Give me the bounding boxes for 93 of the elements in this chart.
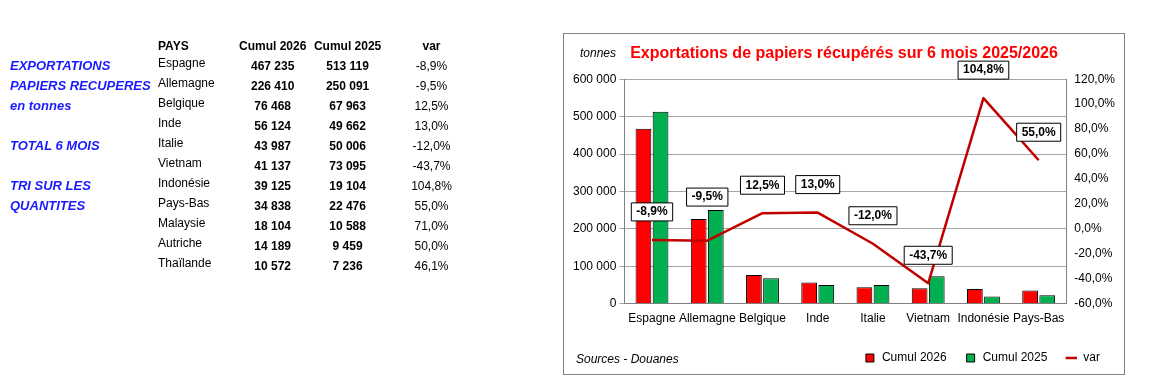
data-label: 46,1% <box>413 258 450 275</box>
data-label: 50,0% <box>413 238 450 255</box>
data-label: 14 189 <box>253 238 292 255</box>
category-label: Inde <box>158 116 183 132</box>
category-label: Thaïlande <box>158 256 213 272</box>
text: TOTAL 6 MOIS <box>10 138 100 153</box>
y2-tick-label: 80,0% <box>1074 121 1109 136</box>
category-label: Vietnam <box>158 156 203 172</box>
data-label: -43,7% <box>411 158 452 175</box>
data-label: 13,0% <box>800 176 836 191</box>
data-label: 41 137 <box>253 158 292 175</box>
chart-title: Exportations de papiers récupérés sur 6 mois 2025/2026 <box>630 44 1058 62</box>
y-tick-label: 100 000 <box>572 258 617 273</box>
text: TRI SUR LES <box>10 178 91 193</box>
source-note: Sources - Douanes <box>576 352 679 367</box>
text: EXPORTATIONS <box>10 58 111 73</box>
data-label: 104,8% <box>963 62 1005 77</box>
data-label: 22 476 <box>328 198 367 215</box>
data-label: -9,5% <box>414 78 449 95</box>
category-label: Italie <box>158 136 185 152</box>
category-label: Malaysie <box>158 216 207 232</box>
y-tick-label: 300 000 <box>572 183 617 198</box>
data-label: 76 468 <box>253 98 292 115</box>
data-label: 513 119 <box>325 58 370 75</box>
y2-tick-label: -60,0% <box>1074 295 1113 310</box>
x-tick-label: Indonésie <box>957 311 1010 326</box>
category-label: Allemagne <box>158 76 216 92</box>
data-label: 55,0% <box>1021 124 1057 139</box>
data-label: 67 963 <box>328 98 367 115</box>
data-label: 104,8% <box>410 178 453 195</box>
y-tick-label: 200 000 <box>572 221 617 236</box>
x-tick-label: Allemagne <box>678 311 736 326</box>
y2-tick-label: 20,0% <box>1074 196 1109 211</box>
data-label: 55,0% <box>413 198 450 215</box>
y-axis-title: tonnes <box>580 46 617 61</box>
data-label: 7 236 <box>331 258 364 275</box>
data-label: -12,0% <box>853 208 893 223</box>
data-label: -8,9% <box>636 204 668 219</box>
data-label: 10 572 <box>253 258 292 275</box>
y-tick-label: 400 000 <box>572 146 617 161</box>
data-label: 34 838 <box>253 198 292 215</box>
y2-tick-label: 40,0% <box>1074 171 1109 186</box>
y-tick-label: 500 000 <box>572 108 617 123</box>
y-tick-label: 0 <box>609 295 617 310</box>
y2-tick-label: 60,0% <box>1074 146 1109 161</box>
y2-tick-label: -20,0% <box>1074 246 1113 261</box>
data-label: 71,0% <box>413 218 450 235</box>
data-label: -43,7% <box>909 247 948 262</box>
data-label: 49 662 <box>328 118 367 135</box>
text: en tonnes <box>10 98 72 113</box>
text: PAYS <box>158 38 190 55</box>
data-label: 9 459 <box>331 238 364 255</box>
data-label: 19 104 <box>328 178 367 195</box>
data-label: 18 104 <box>253 218 292 235</box>
data-label: 250 091 <box>324 78 371 95</box>
text: Cumul 2025 <box>312 38 383 55</box>
text: var <box>421 38 442 55</box>
y2-tick-label: 0,0% <box>1074 221 1102 236</box>
x-tick-label: Vietnam <box>906 311 951 326</box>
x-tick-label: Italie <box>860 311 886 326</box>
data-label: -12,0% <box>411 138 452 155</box>
legend-label: var <box>1083 350 1100 365</box>
y2-tick-label: 100,0% <box>1074 96 1116 111</box>
legend-label: Cumul 2025 <box>982 350 1048 365</box>
legend-label: Cumul 2026 <box>881 350 947 365</box>
data-label: 467 235 <box>249 58 296 75</box>
text: PAPIERS RECUPERES <box>10 78 151 93</box>
category-label: Pays-Bas <box>158 196 211 212</box>
data-label: 43 987 <box>253 138 292 155</box>
data-label: -8,9% <box>414 58 449 75</box>
category-label: Belgique <box>158 96 206 112</box>
x-tick-label: Pays-Bas <box>1013 311 1065 326</box>
category-label: Espagne <box>158 56 207 72</box>
data-label: 13,0% <box>413 118 450 135</box>
category-label: Autriche <box>158 236 204 252</box>
data-label: 12,5% <box>745 177 780 192</box>
y2-tick-label: 120,0% <box>1074 71 1116 86</box>
data-label: 12,5% <box>413 98 450 115</box>
data-label: 50 006 <box>328 138 367 155</box>
data-label: -9,5% <box>691 189 724 204</box>
y-tick-label: 600 000 <box>572 71 617 86</box>
data-label: 73 095 <box>328 158 367 175</box>
text: Cumul 2026 <box>238 38 308 55</box>
category-label: Indonésie <box>158 176 212 192</box>
x-tick-label: Inde <box>806 311 830 326</box>
data-label: 39 125 <box>253 178 292 195</box>
data-label: 10 588 <box>328 218 367 235</box>
y2-tick-label: -40,0% <box>1074 270 1113 285</box>
text: QUANTITES <box>10 198 86 213</box>
data-label: 56 124 <box>253 118 292 135</box>
data-label: 226 410 <box>249 78 296 95</box>
x-tick-label: Belgique <box>739 311 787 326</box>
x-tick-label: Espagne <box>628 311 677 326</box>
